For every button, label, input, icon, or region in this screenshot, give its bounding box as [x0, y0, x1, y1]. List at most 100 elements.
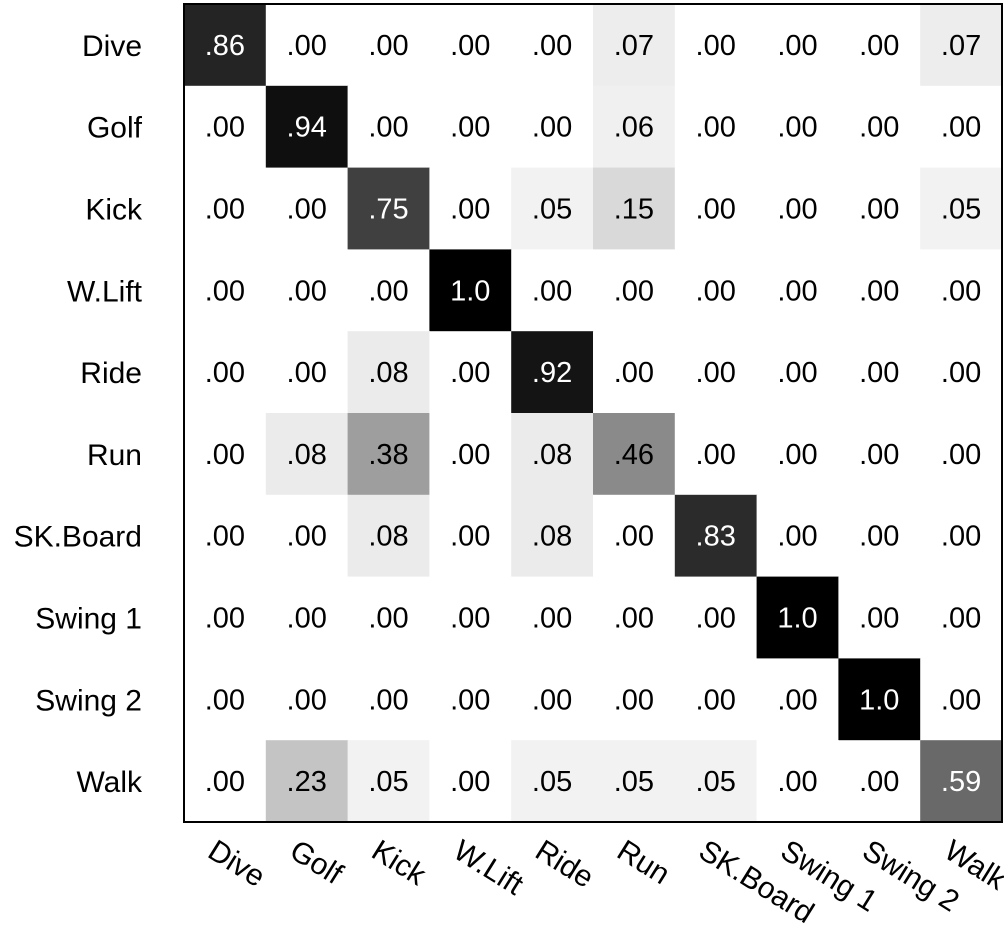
heatmap-cell: [593, 4, 676, 87]
column-tick-label: Golf: [284, 834, 349, 891]
heatmap-cell-value: .00: [287, 194, 327, 226]
heatmap-cell-value: .00: [287, 521, 327, 553]
heatmap-cell: [920, 85, 1003, 169]
heatmap-cell: [511, 249, 594, 332]
heatmap-cell: [838, 249, 921, 332]
heatmap-cell-value: .05: [696, 766, 736, 798]
heatmap-cell: [184, 576, 267, 659]
heatmap-cell: [838, 658, 921, 741]
heatmap-cell: [838, 167, 921, 250]
heatmap-cell: [756, 658, 839, 741]
heatmap-cell-value: .75: [368, 194, 408, 226]
column-tick-label: Ride: [529, 834, 599, 895]
heatmap-cell: [184, 167, 267, 250]
heatmap-cell: [838, 85, 921, 169]
heatmap-cell-value: .05: [532, 194, 572, 226]
heatmap-cell-value: .94: [287, 112, 327, 144]
heatmap-cell-value: .00: [941, 275, 981, 307]
heatmap-cell-value: .00: [205, 439, 245, 471]
heatmap-cell: [838, 576, 921, 659]
heatmap-cell-value: .00: [368, 684, 408, 716]
heatmap-cell: [674, 4, 758, 87]
heatmap-cell: [838, 413, 921, 496]
heatmap-cells: [184, 4, 1003, 823]
heatmap-cell: [511, 576, 594, 659]
heatmap-cell: [184, 249, 267, 332]
heatmap-cell-value: .38: [368, 439, 408, 471]
heatmap-cell: [511, 740, 594, 823]
heatmap-cell-value: .15: [614, 194, 654, 226]
heatmap-cell: [674, 658, 758, 741]
heatmap-cell: [265, 658, 349, 741]
heatmap-cell-value: 1.0: [777, 603, 817, 635]
heatmap-cell: [756, 167, 839, 250]
heatmap-cell: [429, 4, 512, 87]
heatmap-cell: [511, 167, 594, 250]
heatmap-cell-value: .00: [859, 357, 899, 389]
heatmap-cell-value: .00: [941, 112, 981, 144]
heatmap-cell: [674, 494, 758, 578]
heatmap-cell: [347, 331, 430, 414]
heatmap-cell-value: .08: [532, 439, 572, 471]
heatmap-cell-value: .86: [205, 30, 245, 62]
heatmap-cell-value: .00: [368, 112, 408, 144]
heatmap-cell: [265, 740, 349, 823]
heatmap-cell-value: .00: [614, 357, 654, 389]
row-tick-label: W.Lift: [67, 275, 143, 308]
row-tick-labels: Dive Golf Kick W.Lift Ride Run SK.Board Swing 1…: [14, 30, 143, 799]
heatmap-cell-value: .00: [941, 603, 981, 635]
heatmap-cell: [674, 576, 758, 659]
heatmap-cell-value: .00: [777, 357, 817, 389]
heatmap-cell: [347, 4, 430, 87]
heatmap-cell-value: .00: [205, 603, 245, 635]
heatmap-cell: [920, 740, 1003, 823]
heatmap-cell: [347, 740, 430, 823]
heatmap-cell: [265, 494, 349, 578]
heatmap-cell-value: .07: [614, 30, 654, 62]
heatmap-cell: [429, 249, 512, 332]
heatmap-cell-value: .00: [450, 112, 490, 144]
heatmap-cell: [429, 494, 512, 578]
heatmap-cell: [593, 249, 676, 332]
heatmap-cell: [838, 740, 921, 823]
heatmap-cell: [756, 249, 839, 332]
heatmap-cell-value: .00: [777, 30, 817, 62]
heatmap-cell-value: .00: [859, 521, 899, 553]
heatmap-cell-value: .00: [614, 275, 654, 307]
heatmap-cell: [920, 658, 1003, 741]
heatmap-cell: [184, 4, 267, 87]
heatmap-cell: [756, 494, 839, 578]
row-tick-label: Ride: [80, 357, 142, 390]
heatmap-cell: [593, 494, 676, 578]
heatmap-cell-value: .00: [450, 684, 490, 716]
heatmap-cell-value: .92: [532, 357, 572, 389]
heatmap-cell: [920, 4, 1003, 87]
heatmap-cell: [347, 658, 430, 741]
heatmap-cell: [347, 85, 430, 169]
row-tick-label: Run: [87, 439, 142, 472]
heatmap-cell-value: .00: [205, 521, 245, 553]
heatmap-cell-value: .00: [368, 30, 408, 62]
heatmap-cell: [265, 85, 349, 169]
heatmap-cell-value: .00: [941, 684, 981, 716]
row-tick-label: Dive: [82, 30, 142, 63]
heatmap-cell: [511, 413, 594, 496]
heatmap-cell-value: 1.0: [859, 684, 899, 716]
heatmap-cell-value: .07: [941, 30, 981, 62]
heatmap-cell-value: .00: [287, 275, 327, 307]
heatmap-cell-value: .00: [368, 603, 408, 635]
heatmap-cell-value: .00: [205, 684, 245, 716]
heatmap-cell: [838, 331, 921, 414]
heatmap-cell-value: .00: [532, 684, 572, 716]
heatmap-cell: [756, 4, 839, 87]
row-tick-label: Swing 1: [35, 603, 142, 636]
heatmap-cell-value: .00: [859, 275, 899, 307]
heatmap-cell-value: .00: [614, 684, 654, 716]
heatmap-cell-value: .00: [450, 439, 490, 471]
heatmap-cell-value: .00: [777, 194, 817, 226]
heatmap-cell: [347, 576, 430, 659]
heatmap-cell: [265, 331, 349, 414]
heatmap-cell: [511, 494, 594, 578]
